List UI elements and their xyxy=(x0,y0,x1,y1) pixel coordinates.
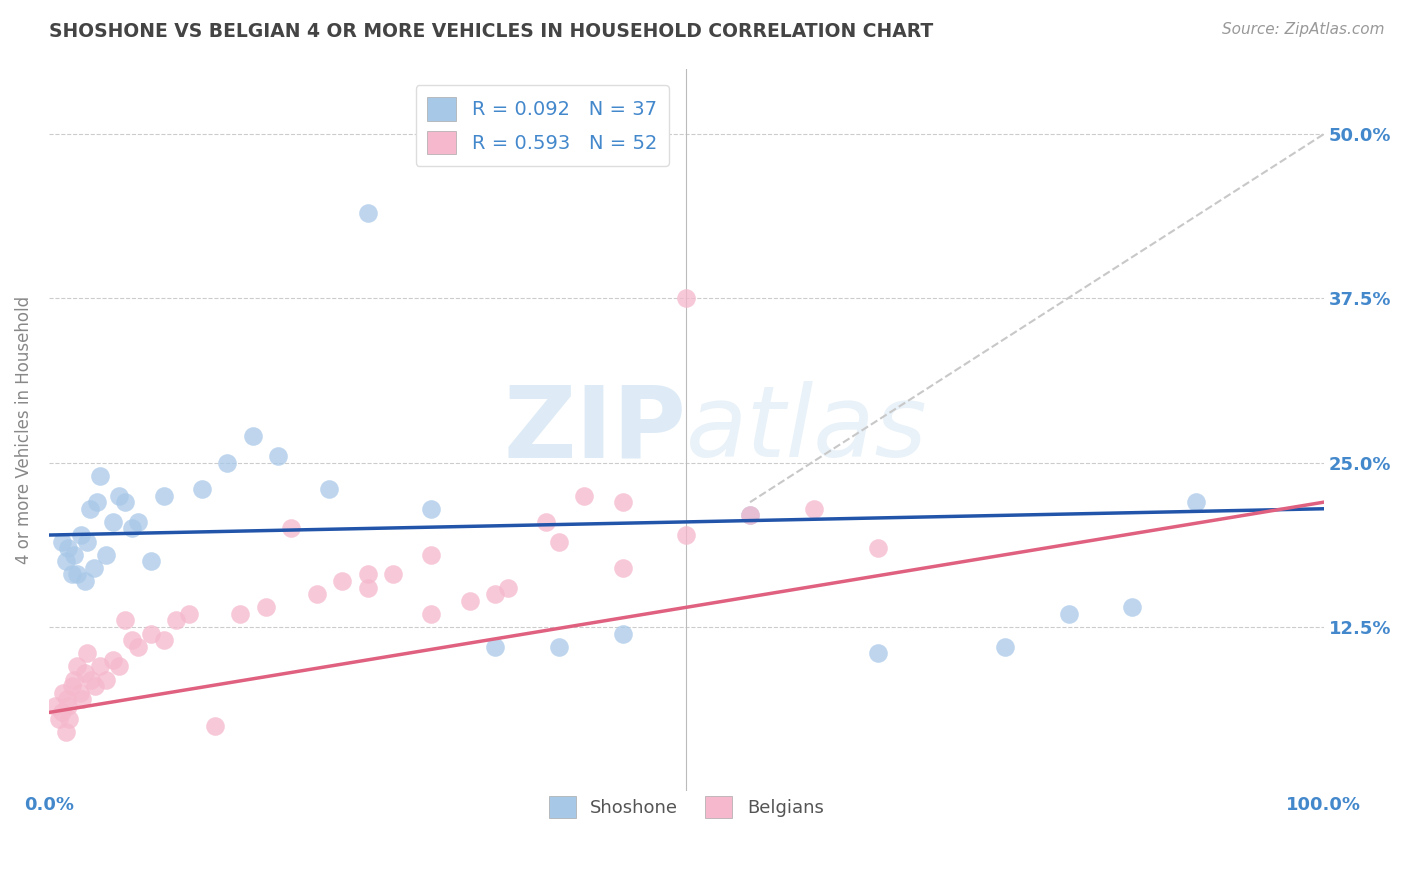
Point xyxy=(114,614,136,628)
Point xyxy=(89,469,111,483)
Point xyxy=(305,587,328,601)
Point xyxy=(86,495,108,509)
Point xyxy=(60,679,83,693)
Point xyxy=(56,541,79,556)
Point xyxy=(76,534,98,549)
Point xyxy=(48,712,70,726)
Point xyxy=(191,482,214,496)
Point xyxy=(356,581,378,595)
Point xyxy=(60,567,83,582)
Point xyxy=(83,561,105,575)
Point xyxy=(612,495,634,509)
Text: SHOSHONE VS BELGIAN 4 OR MORE VEHICLES IN HOUSEHOLD CORRELATION CHART: SHOSHONE VS BELGIAN 4 OR MORE VEHICLES I… xyxy=(49,22,934,41)
Point xyxy=(738,508,761,523)
Point xyxy=(1185,495,1208,509)
Point xyxy=(56,692,79,706)
Point xyxy=(484,640,506,654)
Point xyxy=(675,292,697,306)
Point xyxy=(420,548,443,562)
Text: ZIP: ZIP xyxy=(503,382,686,478)
Point xyxy=(1121,600,1143,615)
Point xyxy=(458,593,481,607)
Point xyxy=(152,633,174,648)
Point xyxy=(204,718,226,732)
Point xyxy=(101,515,124,529)
Point xyxy=(56,698,79,713)
Point xyxy=(612,626,634,640)
Point xyxy=(80,673,103,687)
Point xyxy=(127,640,149,654)
Point xyxy=(70,692,93,706)
Point xyxy=(139,554,162,568)
Point xyxy=(330,574,353,588)
Point xyxy=(420,607,443,621)
Point xyxy=(51,706,73,720)
Point xyxy=(55,725,77,739)
Point xyxy=(55,554,77,568)
Point xyxy=(63,673,86,687)
Point xyxy=(63,548,86,562)
Point xyxy=(108,659,131,673)
Point xyxy=(51,534,73,549)
Point xyxy=(96,548,118,562)
Point xyxy=(127,515,149,529)
Point xyxy=(382,567,405,582)
Legend: Shoshone, Belgians: Shoshone, Belgians xyxy=(541,789,831,826)
Point xyxy=(612,561,634,575)
Point xyxy=(66,659,89,673)
Point xyxy=(738,508,761,523)
Point xyxy=(139,626,162,640)
Point xyxy=(534,515,557,529)
Point xyxy=(44,698,66,713)
Point xyxy=(420,501,443,516)
Point xyxy=(547,534,569,549)
Point xyxy=(79,501,101,516)
Point xyxy=(101,653,124,667)
Point xyxy=(73,666,96,681)
Point xyxy=(108,489,131,503)
Point xyxy=(69,686,91,700)
Point xyxy=(547,640,569,654)
Point xyxy=(356,567,378,582)
Point xyxy=(73,574,96,588)
Point xyxy=(267,449,290,463)
Point xyxy=(96,673,118,687)
Point xyxy=(484,587,506,601)
Point xyxy=(165,614,187,628)
Point xyxy=(574,489,596,503)
Point xyxy=(242,429,264,443)
Point xyxy=(994,640,1017,654)
Point xyxy=(179,607,201,621)
Point xyxy=(114,495,136,509)
Point xyxy=(356,206,378,220)
Point xyxy=(866,646,889,660)
Point xyxy=(1057,607,1080,621)
Point xyxy=(152,489,174,503)
Y-axis label: 4 or more Vehicles in Household: 4 or more Vehicles in Household xyxy=(15,296,32,564)
Point xyxy=(121,521,143,535)
Point xyxy=(675,528,697,542)
Point xyxy=(69,528,91,542)
Point xyxy=(217,456,239,470)
Point xyxy=(866,541,889,556)
Text: atlas: atlas xyxy=(686,382,928,478)
Point xyxy=(76,646,98,660)
Point xyxy=(58,712,80,726)
Point xyxy=(318,482,340,496)
Point xyxy=(66,567,89,582)
Point xyxy=(229,607,252,621)
Point xyxy=(121,633,143,648)
Point xyxy=(496,581,519,595)
Text: Source: ZipAtlas.com: Source: ZipAtlas.com xyxy=(1222,22,1385,37)
Point xyxy=(89,659,111,673)
Point xyxy=(254,600,277,615)
Point xyxy=(280,521,302,535)
Point xyxy=(803,501,825,516)
Point xyxy=(52,686,75,700)
Point xyxy=(83,679,105,693)
